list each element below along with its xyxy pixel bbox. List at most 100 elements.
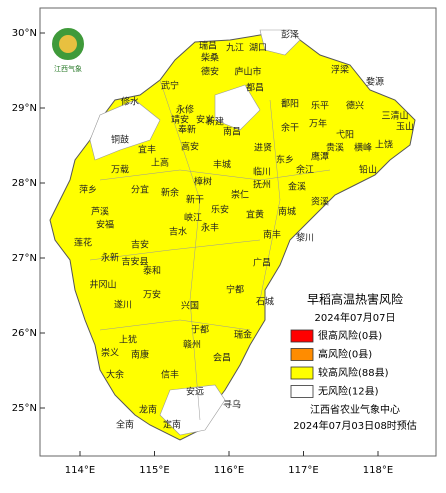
county-label: 安福 — [96, 219, 114, 231]
lat-tick-label: 26°N — [12, 328, 37, 339]
county-label: 上高 — [151, 157, 169, 169]
county-label: 余江 — [296, 164, 314, 176]
county-label: 广昌 — [253, 257, 271, 269]
county-label: 寻乌 — [223, 399, 241, 411]
legend-swatch — [290, 366, 314, 380]
county-label: 吉安 — [131, 239, 149, 251]
county-label: 瑞金 — [234, 329, 252, 341]
county-label: 新建 — [206, 116, 224, 128]
county-label: 定南 — [163, 419, 181, 431]
footer-issued: 2024年07月03日08时预估 — [293, 419, 417, 432]
county-label: 庐山市 — [234, 66, 261, 78]
lon-tick-label: 115°E — [139, 465, 169, 476]
county-label: 资溪 — [311, 196, 329, 208]
county-label: 余干 — [281, 122, 299, 134]
county-label: 吉安县 — [121, 256, 148, 268]
county-label: 德兴 — [346, 100, 364, 112]
county-label: 横峰 — [354, 142, 372, 154]
county-label: 永丰 — [201, 222, 219, 234]
county-label: 乐安 — [211, 204, 229, 216]
no-risk-area — [159, 384, 226, 436]
county-label: 全南 — [116, 419, 134, 431]
county-label: 鹰潭 — [311, 151, 329, 163]
legend-swatch — [290, 348, 314, 361]
county-label: 新余 — [161, 187, 179, 199]
county-label: 湖口 — [249, 43, 267, 54]
county-label: 奉新 — [178, 124, 196, 136]
county-label: 宜黄 — [246, 209, 264, 221]
legend-title: 早稻高温热害风险 — [307, 292, 403, 307]
county-label: 南城 — [278, 206, 296, 218]
county-label: 龙南 — [139, 404, 157, 416]
legend-date: 2024年07月07日 — [315, 311, 396, 324]
county-label: 九江 — [226, 43, 244, 54]
county-label: 柴桑 — [201, 52, 219, 64]
legend-swatch — [290, 329, 314, 343]
county-label: 大余 — [106, 369, 124, 381]
county-label: 修水 — [121, 96, 139, 108]
county-label: 新干 — [186, 194, 204, 206]
county-label: 进贤 — [254, 143, 272, 154]
lon-tick-label: 118°E — [363, 465, 393, 476]
county-label: 乐平 — [311, 100, 329, 112]
no-risk-area — [214, 84, 261, 131]
county-label: 上饶 — [375, 139, 393, 151]
county-label: 会昌 — [213, 352, 231, 364]
county-label: 靖安 — [171, 114, 189, 126]
county-label: 永修 — [176, 104, 194, 116]
county-label: 三清山 — [381, 110, 408, 122]
no-risk-area — [259, 29, 301, 56]
county-label: 玉山 — [396, 122, 414, 133]
county-label: 万年 — [309, 118, 327, 130]
county-label: 永新 — [101, 252, 119, 264]
lat-tick-label: 27°N — [12, 253, 37, 264]
county-borders — [89, 79, 331, 421]
county-label: 峡江 — [184, 212, 202, 224]
county-label: 萍乡 — [79, 185, 97, 196]
legend-label: 高风险(0县) — [318, 348, 372, 361]
county-label: 婺源 — [366, 77, 384, 88]
lat-tick-label: 29°N — [12, 103, 37, 114]
county-label: 万安 — [143, 289, 161, 301]
county-label: 彭泽 — [281, 29, 299, 41]
county-label: 都昌 — [246, 83, 264, 94]
county-label: 贵溪 — [326, 142, 344, 154]
logo-text: 江西气象 — [54, 64, 82, 73]
county-label: 临川 — [253, 166, 271, 178]
county-label: 黎川 — [296, 232, 314, 244]
legend-label: 无风险(12县) — [318, 385, 379, 398]
county-label: 分宜 — [131, 184, 149, 196]
county-label: 莲花 — [74, 237, 92, 249]
county-label: 泰和 — [143, 265, 161, 277]
lat-tick-label: 30°N — [12, 28, 37, 39]
county-label: 兴国 — [181, 301, 199, 312]
no-risk-area — [89, 99, 161, 161]
county-label: 芦溪 — [91, 206, 109, 218]
lon-tick-label: 114°E — [65, 465, 95, 476]
county-label: 鄱阳 — [281, 99, 299, 110]
county-label: 浮梁 — [331, 64, 349, 76]
county-label: 信丰 — [161, 369, 179, 381]
logo-sun — [59, 35, 77, 53]
county-label: 瑞昌 — [199, 40, 217, 52]
county-label: 南昌 — [223, 126, 241, 138]
county-label: 樟树 — [194, 176, 212, 188]
county-label: 于都 — [191, 325, 209, 336]
county-label: 高安 — [181, 141, 199, 153]
county-label: 吉水 — [169, 226, 187, 238]
county-label: 安义 — [196, 114, 214, 126]
county-label: 南丰 — [263, 229, 281, 241]
county-label: 铅山 — [359, 164, 377, 176]
legend-swatch — [290, 385, 314, 398]
county-label: 遂川 — [114, 299, 132, 311]
legend-label: 很高风险(0县) — [318, 329, 382, 342]
legend-label: 较高风险(88县) — [318, 366, 389, 379]
county-label: 德安 — [201, 66, 219, 78]
lat-tick-label: 25°N — [12, 403, 37, 414]
county-label: 上犹 — [119, 335, 137, 346]
lon-tick-label: 117°E — [288, 465, 318, 476]
county-label: 赣州 — [183, 339, 201, 351]
county-label: 武宁 — [161, 80, 179, 92]
county-label: 万载 — [111, 164, 129, 176]
